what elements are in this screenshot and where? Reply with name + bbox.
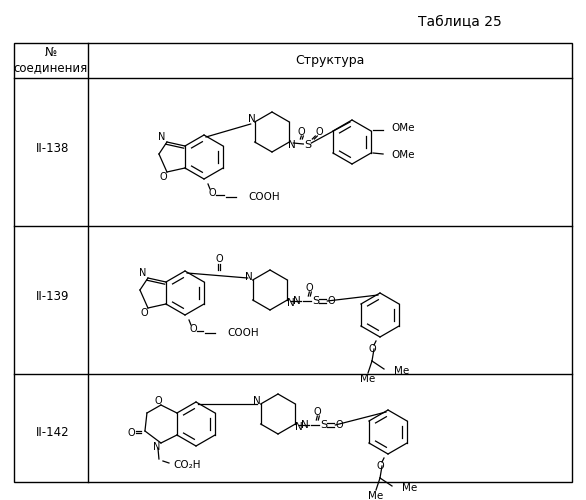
- Text: N: N: [139, 268, 146, 278]
- Text: O: O: [368, 344, 376, 354]
- Text: O: O: [305, 283, 313, 293]
- Text: N: N: [295, 422, 303, 432]
- Text: N: N: [253, 396, 261, 406]
- Text: Структура: Структура: [295, 54, 364, 67]
- Text: N: N: [154, 442, 161, 452]
- Text: S: S: [304, 140, 311, 150]
- Text: Me: Me: [369, 491, 384, 500]
- Text: O: O: [376, 461, 384, 471]
- Text: Me: Me: [394, 366, 409, 376]
- Text: O: O: [189, 324, 197, 334]
- Bar: [14, 43, 572, 482]
- Text: OMe: OMe: [391, 123, 414, 133]
- Text: O: O: [208, 188, 216, 198]
- Text: N: N: [245, 272, 253, 282]
- Text: COOH: COOH: [227, 328, 258, 338]
- Text: II-138: II-138: [36, 142, 70, 154]
- Text: N: N: [288, 298, 295, 308]
- Text: Me: Me: [402, 483, 417, 493]
- Text: O: O: [154, 396, 162, 406]
- Text: O: O: [328, 296, 335, 306]
- Text: O: O: [215, 254, 223, 264]
- Text: N: N: [294, 296, 301, 306]
- Text: Таблица 25: Таблица 25: [418, 15, 502, 29]
- Text: №
соединения: № соединения: [14, 46, 88, 74]
- Text: O: O: [336, 420, 343, 430]
- Text: COOH: COOH: [248, 192, 280, 202]
- Text: S: S: [320, 420, 327, 430]
- Text: OMe: OMe: [391, 150, 414, 160]
- Text: N: N: [301, 420, 309, 430]
- Text: O: O: [315, 127, 323, 137]
- Text: N: N: [248, 114, 255, 124]
- Text: N: N: [288, 140, 296, 150]
- Text: N: N: [158, 132, 166, 142]
- Text: O: O: [314, 407, 321, 417]
- Text: CO₂H: CO₂H: [173, 460, 200, 470]
- Text: II-139: II-139: [36, 290, 70, 302]
- Text: O: O: [298, 127, 305, 137]
- Text: Me: Me: [360, 374, 376, 384]
- Text: O: O: [140, 308, 148, 318]
- Text: S: S: [312, 296, 319, 306]
- Text: II-142: II-142: [36, 426, 70, 440]
- Text: O: O: [159, 172, 167, 182]
- Text: O: O: [127, 428, 135, 438]
